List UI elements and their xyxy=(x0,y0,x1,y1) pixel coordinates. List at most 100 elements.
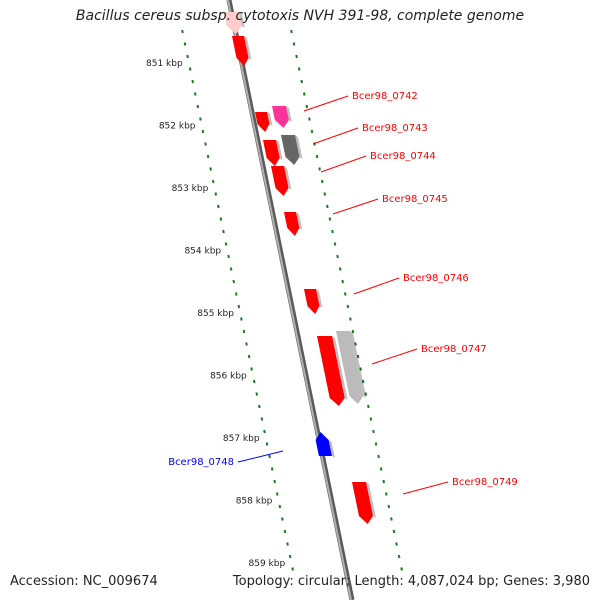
right-minor-tick xyxy=(302,92,306,96)
right-minor-tick xyxy=(361,379,365,384)
left-minor-tick xyxy=(255,392,259,396)
right-minor-tick xyxy=(313,142,316,146)
kbp-tick-label: 855 kbp xyxy=(197,309,234,319)
cds-block-bcer98-0742-shade xyxy=(286,106,292,122)
gene-arrow-bcer98-0747-shade xyxy=(332,336,348,400)
faint-cds-block-shade xyxy=(239,12,245,28)
left-minor-tick xyxy=(219,217,223,221)
right-minor-tick xyxy=(331,229,334,234)
right-minor-tick xyxy=(297,67,301,71)
cds-block-bcer98-0747-shade xyxy=(350,331,367,398)
right-minor-tick xyxy=(400,567,403,571)
gene-label-bcer98-0749: Bcer98_0749 xyxy=(452,477,518,488)
gene-label-bcer98-0747: Bcer98_0747 xyxy=(421,344,487,355)
left-minor-tick xyxy=(224,242,228,246)
right-minor-tick xyxy=(395,542,398,546)
kbp-ruler: 851 kbp 852 kbp 853 kbp 854 kbp 855 kbp 856 k… xyxy=(146,29,403,571)
left-minor-tick xyxy=(265,442,269,446)
gene-arrow-bcer98-0748 xyxy=(315,432,332,456)
leader-line-bcer98-0746 xyxy=(353,277,400,295)
left-minor-tick xyxy=(281,517,284,521)
left-minor-tick xyxy=(204,142,207,146)
gene-arrow-bcer98-0749-shade xyxy=(366,482,376,518)
left-minor-tick xyxy=(242,329,246,334)
right-minor-tick xyxy=(372,429,375,434)
left-minor-tick xyxy=(201,129,205,134)
right-minor-tick xyxy=(369,417,373,421)
backbone-line-highlight xyxy=(227,0,352,600)
kbp-tick-label: 852 kbp xyxy=(159,122,196,132)
left-minor-tick xyxy=(181,29,184,34)
left-minor-tick xyxy=(183,42,187,46)
right-minor-tick xyxy=(333,242,337,246)
cds-block-bcer98-0743 xyxy=(281,135,300,165)
right-minor-tick xyxy=(292,42,296,46)
left-minor-tick xyxy=(250,367,253,371)
left-minor-tick xyxy=(232,279,235,284)
gene-arrow-bcer98-0744 xyxy=(271,166,289,196)
right-minor-tick xyxy=(343,292,347,296)
backbone xyxy=(226,0,355,600)
kbp-tick-label: 854 kbp xyxy=(184,247,221,257)
right-minor-tick xyxy=(310,129,314,134)
right-minor-tick xyxy=(356,354,360,359)
kbp-tick-label: 858 kbp xyxy=(236,497,273,507)
left-minor-tick xyxy=(283,529,287,534)
right-minor-tick xyxy=(382,479,385,484)
right-minor-tick xyxy=(377,454,380,459)
gene-arrow-bcer98-0745 xyxy=(284,212,300,236)
genome-title: Bacillus cereus subsp. cytotoxis NVH 391… xyxy=(75,8,525,24)
gene-arrow-bcer98-0748-shade xyxy=(328,440,335,458)
leader-line-bcer98-0747 xyxy=(371,348,418,365)
gene-label-bcer98-0743: Bcer98_0743 xyxy=(362,123,428,134)
accession-text: Accession: NC_009674 xyxy=(10,574,158,589)
gene-arrow-bcer98-0742 xyxy=(255,112,270,132)
right-minor-tick xyxy=(379,467,383,471)
forward-gene-arrow xyxy=(232,36,249,66)
gene-arrow-bcer98-0747 xyxy=(317,336,345,406)
gene-label-bcer98-0742: Bcer98_0742 xyxy=(352,91,418,102)
left-minor-tick xyxy=(245,342,248,346)
right-minor-tick xyxy=(323,192,327,196)
left-minor-tick xyxy=(227,254,230,259)
kbp-tick-label: 859 kbp xyxy=(249,559,286,569)
left-minor-tick xyxy=(291,567,294,571)
leader-line-bcer98-0749 xyxy=(402,481,449,495)
gene-label-bcer98-0744: Bcer98_0744 xyxy=(370,151,436,162)
feature-blocks xyxy=(224,12,376,524)
gene-labels: Bcer98_0742 Bcer98_0743 Bcer98_0744 Bcer98_… xyxy=(168,91,518,495)
gene-label-bcer98-0745: Bcer98_0745 xyxy=(382,194,448,205)
forward-gene-arrow-shade xyxy=(244,36,252,60)
right-minor-tick xyxy=(295,54,298,59)
left-minor-tick xyxy=(206,154,210,159)
gene-arrow-bcer98-0743 xyxy=(263,140,280,166)
left-minor-tick xyxy=(286,542,289,546)
right-minor-tick xyxy=(374,442,378,446)
right-minor-tick xyxy=(346,304,350,309)
left-minor-tick xyxy=(247,354,251,359)
right-minor-tick xyxy=(318,167,321,171)
right-minor-tick xyxy=(290,29,293,34)
left-minor-tick xyxy=(186,54,189,59)
right-minor-tick xyxy=(354,342,357,346)
leader-line-bcer98-0742 xyxy=(303,95,349,112)
left-minor-tick xyxy=(270,467,274,471)
right-minor-tick xyxy=(308,117,311,121)
right-minor-tick xyxy=(384,492,388,496)
leader-line-bcer98-0743 xyxy=(312,127,359,145)
left-minor-tick xyxy=(193,92,197,96)
left-minor-tick xyxy=(229,267,233,271)
right-minor-tick xyxy=(397,554,401,559)
kbp-tick-label: 853 kbp xyxy=(172,184,209,194)
kbp-tick-label: 856 kbp xyxy=(210,372,247,382)
left-minor-tick xyxy=(217,204,220,209)
right-minor-tick xyxy=(300,79,303,84)
gene-label-bcer98-0746: Bcer98_0746 xyxy=(403,273,469,284)
right-minor-tick xyxy=(367,404,370,409)
cds-block-bcer98-0743-shade xyxy=(295,135,303,159)
gene-arrow-bcer98-0749 xyxy=(352,482,373,524)
left-minor-tick xyxy=(222,229,225,234)
left-minor-tick xyxy=(278,504,282,509)
